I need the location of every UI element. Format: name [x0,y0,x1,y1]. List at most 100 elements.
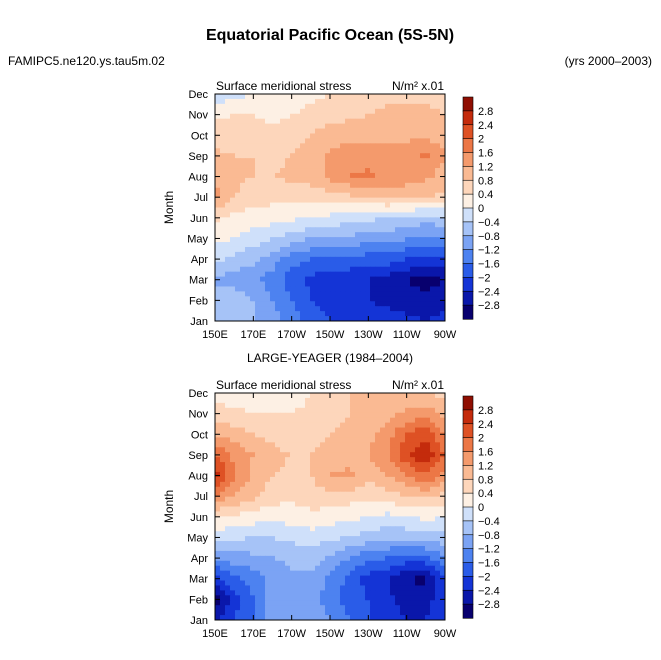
colorbar-swatch [462,304,474,320]
heatmap-cell [340,133,346,139]
heatmap-cell [305,202,311,208]
colorbar-swatch [462,179,474,195]
heatmap-cell [240,291,246,297]
heatmap-cell [425,192,431,199]
heatmap-cell [290,575,296,581]
heatmap-cell [300,103,306,110]
heatmap-cell [340,316,346,322]
heatmap-cell [435,103,441,110]
heatmap-cell [360,402,366,409]
heatmap-cell [420,511,426,517]
heatmap-cell [315,555,321,562]
heatmap-cell [320,291,326,297]
heatmap-cell [440,94,446,100]
heatmap-cell [435,516,441,522]
heatmap-cell [310,560,316,567]
heatmap-cell [335,565,341,572]
heatmap-cell [335,610,341,616]
heatmap-cell [285,467,291,473]
heatmap-cell [285,481,291,488]
heatmap-cell [350,286,356,292]
heatmap-cell [225,311,231,317]
heatmap-cell [355,481,361,488]
heatmap-cell [335,580,341,586]
heatmap-cell [365,306,371,312]
heatmap-cell [345,296,351,302]
heatmap-cell [255,521,261,527]
heatmap-cell [330,610,336,616]
heatmap-cell [335,531,341,537]
heatmap-cell [410,237,416,243]
heatmap-cell [265,437,271,443]
heatmap-cell [215,457,221,463]
heatmap-cell [425,113,431,120]
heatmap-cell [380,570,386,577]
heatmap-cell [220,610,226,616]
heatmap-cell [360,237,366,243]
heatmap-cell [340,526,346,532]
heatmap-cell [315,143,321,149]
heatmap-cell [295,266,301,273]
heatmap-cell [420,108,426,115]
heatmap-cell [330,281,336,287]
heatmap-cell [275,486,281,493]
heatmap-cell [345,595,351,601]
heatmap-cell [365,311,371,317]
heatmap-cell [235,172,241,179]
heatmap-cell [395,585,401,591]
heatmap-cell [420,496,426,503]
heatmap-cell [440,496,446,503]
heatmap-cell [295,590,301,596]
heatmap-cell [320,133,326,139]
heatmap-cell [395,437,401,443]
heatmap-cell [240,182,246,189]
heatmap-cell [405,615,411,621]
heatmap-cell [335,432,341,438]
heatmap-cell [415,143,421,149]
heatmap-cell [310,311,316,317]
heatmap-cell [380,481,386,488]
heatmap-cell [395,192,401,199]
heatmap-cell [220,467,226,473]
heatmap-cell [380,242,386,248]
heatmap-cell [215,128,221,134]
heatmap-cell [410,192,416,199]
heatmap-cell [225,486,231,493]
heatmap-cell [340,545,346,552]
heatmap-cell [275,306,281,312]
heatmap-cell [250,103,256,110]
heatmap-cell [245,296,251,302]
heatmap-cell [220,393,226,399]
heatmap-cell [300,227,306,233]
heatmap-cell [230,452,236,458]
heatmap-cell [420,133,426,139]
heatmap-cell [320,590,326,596]
heatmap-cell [425,580,431,586]
heatmap-cell [390,227,396,233]
heatmap-cell [355,402,361,409]
heatmap-cell [275,476,281,483]
heatmap-cell [325,222,331,228]
heatmap-cell [430,516,436,522]
heatmap-cell [440,232,446,238]
heatmap-cell [320,412,326,419]
heatmap-cell [395,516,401,522]
heatmap-cell [255,192,261,199]
heatmap-cell [350,217,356,223]
heatmap-cell [320,276,326,282]
heatmap-cell [280,437,286,443]
heatmap-cell [295,227,301,233]
heatmap-cell [380,560,386,567]
heatmap-cell [420,467,426,473]
heatmap-cell [245,393,251,399]
heatmap-cell [330,417,336,424]
heatmap-cell [230,516,236,522]
heatmap-cell [250,402,256,409]
heatmap-cell [420,113,426,120]
heatmap-cell [325,555,331,562]
heatmap-cell [220,550,226,557]
heatmap-cell [330,491,336,498]
heatmap-cell [440,506,446,512]
heatmap-cell [280,286,286,292]
heatmap-cell [360,153,366,159]
